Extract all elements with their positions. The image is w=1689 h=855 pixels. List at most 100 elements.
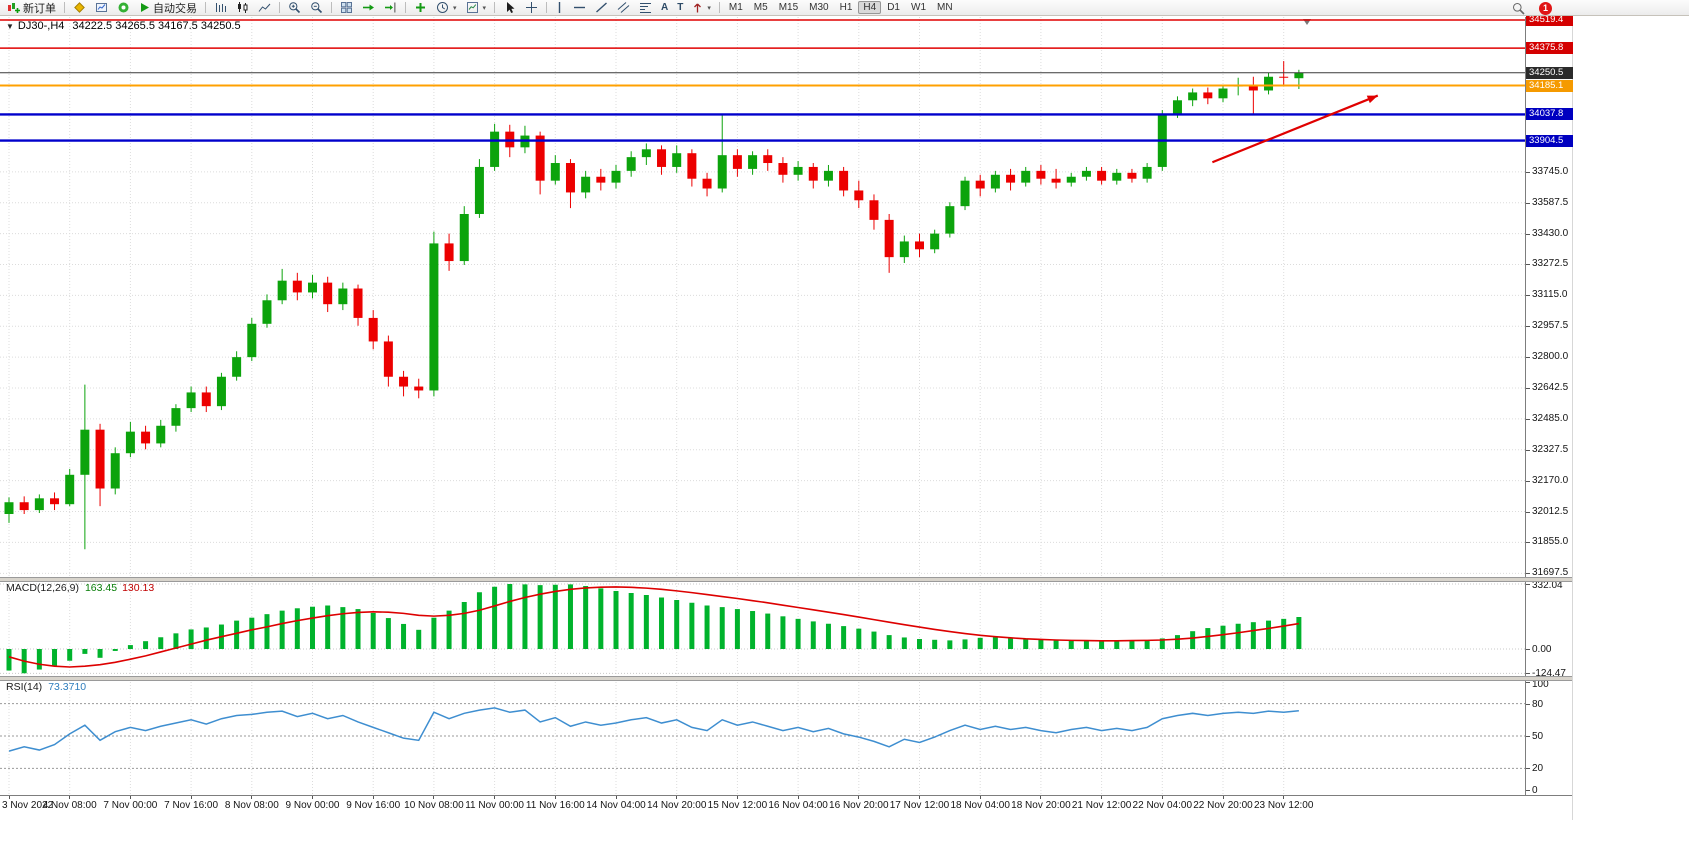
autotrading-label: 自动交易 <box>153 2 197 15</box>
rsi-panel-plot[interactable] <box>0 679 1525 795</box>
time-label: 7 Nov 16:00 <box>164 800 219 811</box>
chevron-down-icon: ▾ <box>707 4 711 12</box>
price-tick-mark <box>1526 511 1530 513</box>
macd-name: MACD(12,26,9) <box>6 582 79 594</box>
search-button[interactable] <box>1508 1 1529 15</box>
arrows-button[interactable]: ▾ <box>688 1 715 15</box>
toolbar-separator <box>546 2 548 13</box>
autotrading-button[interactable]: 自动交易 <box>135 1 201 15</box>
indicators-button[interactable] <box>410 1 431 15</box>
line-chart-button[interactable] <box>254 1 275 15</box>
zoom-out-button[interactable] <box>306 1 327 15</box>
text-label-button[interactable]: T <box>673 1 687 15</box>
macd-indicator-label: MACD(12,26,9) 163.45 130.13 <box>6 582 154 594</box>
time-axis-tick <box>1222 795 1224 799</box>
one-click-trading-toggle[interactable]: ▼ <box>6 22 14 31</box>
time-axis-tick <box>433 795 435 799</box>
candle-body <box>930 233 940 250</box>
new-order-button[interactable]: 新订单 <box>3 1 60 15</box>
panel-divider[interactable] <box>0 676 1572 681</box>
toolbar-separator <box>494 2 496 13</box>
price-chart-plot[interactable] <box>0 17 1525 577</box>
candle-body <box>884 219 894 258</box>
candle-body <box>141 431 151 444</box>
charts-profile-button[interactable] <box>69 1 90 15</box>
time-label: 22 Nov 20:00 <box>1193 800 1253 811</box>
timeframe-m30-button[interactable]: M30 <box>804 1 833 14</box>
level-price-label: 34037.8 <box>1526 108 1573 121</box>
auto-scroll-icon <box>363 4 374 11</box>
candle-body <box>156 425 166 444</box>
toolbar-separator <box>64 2 65 13</box>
equidistant-channel-button[interactable] <box>613 1 634 15</box>
candle-body <box>171 408 181 426</box>
price-tick-mark <box>1526 202 1530 204</box>
signals-button[interactable] <box>113 1 134 15</box>
candle-body <box>383 341 393 377</box>
time-label: 11 Nov 16:00 <box>525 800 585 811</box>
timeframe-m1-button[interactable]: M1 <box>724 1 748 14</box>
zoom-in-button[interactable] <box>284 1 305 15</box>
auto-scroll-button[interactable] <box>358 1 379 15</box>
profile-diamond-icon <box>74 2 85 13</box>
trendline-button[interactable] <box>591 1 612 15</box>
timeframe-d1-button[interactable]: D1 <box>882 1 905 14</box>
candle-body <box>1006 174 1016 183</box>
level-price-label: 34519.4 <box>1526 14 1573 26</box>
tile-windows-button[interactable] <box>336 1 357 15</box>
trend-arrow[interactable] <box>1211 94 1379 164</box>
candle-body <box>717 155 727 189</box>
candlestick-chart-button[interactable] <box>232 1 253 15</box>
candle-body <box>823 170 833 181</box>
vertical-line-button[interactable] <box>551 1 568 15</box>
candle-body <box>4 502 14 514</box>
periods-button[interactable]: ▾ <box>432 1 461 15</box>
crosshair-button[interactable] <box>521 1 542 15</box>
timeframe-h4-button[interactable]: H4 <box>858 1 882 14</box>
price-tick-label: 33272.5 <box>1532 258 1569 270</box>
price-tick-label: 32485.0 <box>1532 412 1569 424</box>
candlestick-chart-icon <box>238 2 248 13</box>
price-tick-mark <box>1526 326 1530 328</box>
macd-panel-plot[interactable] <box>0 580 1525 676</box>
panel-divider[interactable] <box>0 577 1572 582</box>
candle-body <box>687 153 697 179</box>
timeframe-w1-button[interactable]: W1 <box>906 1 931 14</box>
timeframe-h1-button[interactable]: H1 <box>835 1 858 14</box>
candle-body <box>1142 166 1152 179</box>
price-tick-label: 33745.0 <box>1532 165 1569 177</box>
price-tick-mark <box>1526 542 1530 544</box>
crosshair-icon <box>526 2 538 13</box>
candle-body <box>1294 72 1304 79</box>
template-icon <box>466 2 478 13</box>
time-label: 8 Nov 08:00 <box>224 800 279 811</box>
cursor-button[interactable] <box>499 1 520 15</box>
time-axis-tick <box>858 795 860 799</box>
notification-badge[interactable]: 1 <box>1539 1 1552 15</box>
candle-body <box>216 376 226 407</box>
new-order-label: 新订单 <box>23 2 56 15</box>
timeframe-mn-button[interactable]: MN <box>932 1 958 14</box>
toolbar-separator <box>405 2 406 13</box>
cursor-icon <box>507 2 515 13</box>
horizontal-line-button[interactable] <box>569 1 590 15</box>
timeframe-m15-button[interactable]: M15 <box>774 1 803 14</box>
bar-chart-button[interactable] <box>210 1 231 15</box>
chart-shift-button[interactable] <box>380 1 401 15</box>
templates-button[interactable]: ▾ <box>462 1 491 15</box>
price-tick-label: 32642.5 <box>1532 382 1569 394</box>
price-tick-mark <box>1526 418 1530 420</box>
time-axis-tick <box>251 795 253 799</box>
candle-body <box>368 317 378 342</box>
text-button[interactable]: A <box>657 1 672 15</box>
timeframe-m5-button[interactable]: M5 <box>749 1 773 14</box>
zoom-in-icon <box>289 2 301 14</box>
rsi-axis-label: 100 <box>1532 679 1549 690</box>
rsi-axis-label: 50 <box>1532 731 1544 742</box>
price-tick-mark <box>1526 449 1530 451</box>
candle-body <box>1248 84 1258 91</box>
candle-body <box>323 282 333 305</box>
time-label: 14 Nov 20:00 <box>646 800 707 811</box>
market-watch-button[interactable] <box>91 1 112 15</box>
fibonacci-button[interactable] <box>635 1 656 15</box>
